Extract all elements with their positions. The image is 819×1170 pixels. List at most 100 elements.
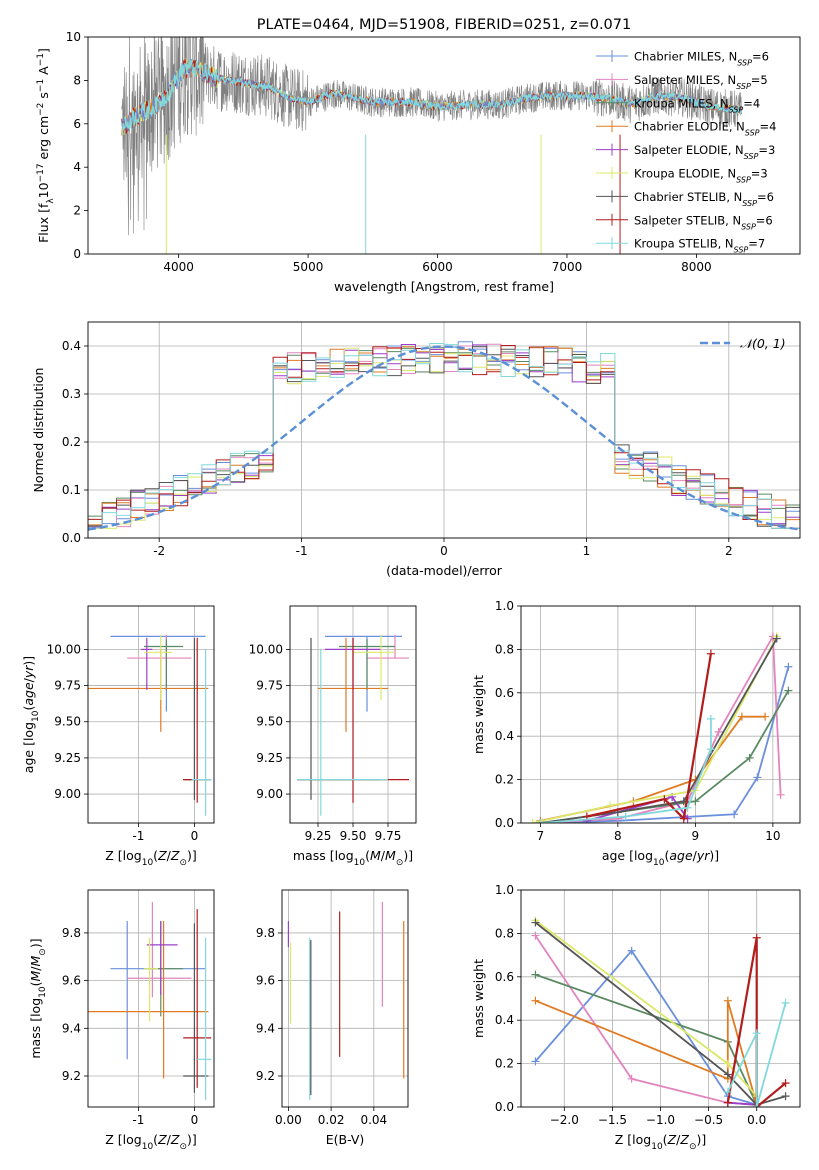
residuals-xtick-label: -2 — [153, 544, 165, 558]
legend-label-salpeter_elodie: Salpeter ELODIE, NSSP=3 — [634, 143, 775, 161]
legend-label-n: =6 — [757, 190, 774, 204]
mass_vs_ebv-plot-area — [282, 890, 408, 1107]
massweight_vs_age-ytick-label: 0.0 — [495, 816, 514, 830]
observed-spectrum-line — [121, 37, 742, 236]
massweight_vs_age-marker-kroupa_stelib — [706, 714, 715, 723]
spectrum-xtick-label: 8000 — [681, 260, 712, 274]
model-spectrum-kroupa_stelib — [121, 59, 743, 135]
massweight_vs_age-series-kroupa_elodie — [532, 635, 778, 823]
massweight_vs_z-marker-kroupa_stelib — [781, 998, 790, 1007]
legend-label-text: Kroupa STELIB, N — [634, 237, 734, 251]
massweight_vs_age-marker-salpeter_miles — [776, 790, 785, 799]
massweight_vs_z-xlabel: Z [log10(Z/Z⊙)] — [615, 1132, 707, 1152]
mass_vs_ebv-ytick-label: 9.4 — [256, 1021, 275, 1035]
legend-label-n: =6 — [752, 50, 769, 64]
massweight_vs_z-marker-kroupa_stelib — [752, 1029, 761, 1038]
legend-label-sub: SSP — [742, 198, 757, 207]
massweight_vs_z-frame — [520, 889, 801, 1108]
residuals-xtick-label: 2 — [725, 544, 733, 558]
massweight_vs_age-marker-salpeter_stelib — [679, 814, 688, 823]
massweight_vs_age-series-chabrier_stelib — [540, 638, 778, 823]
massweight_vs_age-series-kroupa_miles — [540, 690, 790, 823]
age_vs_mass-xtick-label: 9.25 — [305, 829, 332, 843]
massweight_vs_z-ylabel: mass weight — [471, 959, 486, 1038]
age_vs_z-frame — [87, 605, 215, 824]
legend-label-sub: SSP — [736, 175, 751, 184]
residuals-xtick-label: -1 — [296, 544, 308, 558]
age_vs_z-xtick-label: -1 — [132, 829, 144, 843]
massweight_vs_z-marker-chabrier_stelib — [781, 1092, 790, 1101]
massweight_vs_age-marker-chabrier_elodie — [737, 712, 746, 721]
residuals-xlabel: (data-model)/error — [386, 563, 503, 578]
age_vs_mass-ytick-label: 9.75 — [256, 679, 283, 693]
age_vs_z-ytick-label: 10.00 — [47, 642, 81, 656]
massweight_vs_age-marker-chabrier_miles — [784, 662, 793, 671]
spectrum-ytick-label: 2 — [73, 204, 81, 218]
age_vs_mass-axes: 9.25 9.50 9.75 9.00 9.25 9.50 9.75 10.00 mass [l… — [249, 605, 417, 868]
legend-label-salpeter_miles: Salpeter MILES, NSSP=5 — [634, 73, 768, 91]
massweight_vs_age-marker-kroupa_stelib — [536, 819, 545, 823]
massweight_vs_z-series-kroupa_elodie — [534, 919, 758, 1097]
spectrum-ytick-label: 8 — [73, 73, 81, 87]
mass_vs_z-ytick-label: 9.8 — [62, 926, 81, 940]
massweight_vs_z-marker-salpeter_stelib — [781, 1079, 790, 1088]
residuals-ytick-label: 0.4 — [62, 339, 81, 353]
legend-label-n: =4 — [743, 96, 760, 110]
massweight_vs_z-marker-chabrier_miles — [627, 946, 636, 955]
massweight_vs_age-plot-area — [521, 606, 800, 823]
histogram-kroupa_stelib — [88, 343, 800, 529]
histogram-chabrier_stelib — [88, 346, 800, 527]
mass_vs_z-plot-area — [88, 890, 214, 1107]
residuals-plot-area — [88, 322, 800, 538]
age_vs_mass-ytick-label: 9.25 — [256, 751, 283, 765]
age_vs_mass-frame — [289, 605, 417, 824]
mass_vs_ebv-ytick-label: 9.6 — [256, 974, 275, 988]
mass_vs_z-xtick-label: 0 — [191, 1113, 199, 1127]
spectrum-ytick-label: 4 — [73, 160, 81, 174]
legend-label-sub: SSP — [744, 152, 759, 161]
massweight_vs_age-marker-chabrier_miles — [730, 810, 739, 819]
age_vs_z-plot-area — [88, 606, 214, 823]
massweight_vs_age-marker-kroupa_stelib — [706, 745, 715, 754]
age_vs_z-xlabel: Z [log10(Z/Z⊙)] — [105, 848, 197, 868]
residuals-xtick-label: 0 — [440, 544, 448, 558]
massweight_vs_z-xtick-label: −1.0 — [646, 1113, 675, 1127]
massweight_vs_age-marker-kroupa_stelib — [683, 803, 692, 812]
massweight_vs_age-ytick-label: 1.0 — [495, 599, 514, 613]
massweight_vs_age-xtick-label: 8 — [614, 829, 622, 843]
legend-label-n: =6 — [756, 213, 773, 227]
massweight_vs_z-marker-salpeter_stelib — [723, 1098, 732, 1107]
age_vs_z-ytick-label: 9.75 — [54, 679, 81, 693]
massweight_vs_age-xtick-label: 9 — [692, 829, 700, 843]
massweight_vs_age-marker-kroupa_elodie — [528, 819, 537, 823]
legend-label-text: Salpeter MILES, N — [634, 73, 736, 87]
massweight_vs_z-marker-chabrier_stelib — [531, 918, 540, 927]
legend-label-sub: SSP — [736, 81, 751, 90]
spectrum-axes: 4000 5000 6000 7000 8000 0 2 4 6 8 10 wavelength [A… — [36, 30, 801, 294]
legend-label-text: Chabrier MILES, N — [634, 50, 737, 64]
mass_vs_ebv-xtick-label: 0.04 — [360, 1113, 387, 1127]
spectrum-xtick-label: 4000 — [163, 260, 194, 274]
residuals-frame — [87, 321, 801, 539]
massweight_vs_age-marker-salpeter_stelib — [706, 649, 715, 658]
massweight_vs_age-marker-kroupa_stelib — [621, 812, 630, 821]
mass_vs_ebv-xtick-label: 0.00 — [275, 1113, 302, 1127]
legend-label-text: Chabrier STELIB, N — [634, 190, 742, 204]
mass_vs_z-xtick-label: -1 — [132, 1113, 144, 1127]
massweight_vs_z-marker-kroupa_stelib — [723, 1087, 732, 1096]
legend-label-chabrier_elodie: Chabrier ELODIE, NSSP=4 — [634, 120, 776, 138]
legend-label-text: Chabrier ELODIE, N — [634, 120, 745, 134]
legend-label-text: Kroupa MILES, N — [634, 96, 729, 110]
massweight_vs_age-marker-salpeter_stelib — [660, 795, 669, 804]
histogram-salpeter_stelib — [88, 345, 800, 529]
residuals-axes: -2 -1 0 1 2 0.0 0.1 0.2 0.3 0.4 (data-model)/error… — [31, 321, 801, 578]
legend-label-sub: SSP — [734, 245, 749, 254]
mass_vs_ebv-axes: 0.00 0.02 0.04 9.2 9.4 9.6 9.8 E(B-V) — [256, 889, 409, 1147]
massweight_vs_z-ytick-label: 0.8 — [495, 926, 514, 940]
massweight_vs_age-marker-kroupa_elodie — [606, 801, 615, 810]
massweight_vs_age-marker-kroupa_miles — [784, 686, 793, 695]
massweight_vs_z-xtick-label: 0.0 — [747, 1113, 766, 1127]
massweight_vs_age-ylabel: mass weight — [471, 675, 486, 754]
legend-label-chabrier_stelib: Chabrier STELIB, NSSP=6 — [634, 190, 774, 208]
